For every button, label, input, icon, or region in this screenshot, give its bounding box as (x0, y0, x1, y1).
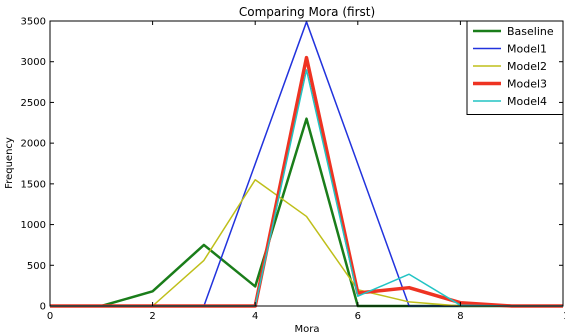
y-tick-label: 3000 (21, 57, 46, 68)
x-axis-title: Mora (295, 324, 320, 335)
chart-title: Comparing Mora (first) (239, 5, 375, 19)
plot-frame (49, 20, 564, 307)
x-tick-label: 4 (252, 311, 258, 322)
legend-label: Model4 (507, 95, 547, 108)
legend: Baseline Model1 Model2 Model3 Model4 (466, 20, 564, 115)
y-tick-label: 0 (40, 302, 46, 313)
y-tick-label: 3500 (21, 17, 46, 28)
x-tick-label: 6 (355, 311, 361, 322)
x-tick-label: 2 (149, 311, 155, 322)
y-tick-label: 2000 (21, 139, 46, 150)
x-tick-label: 8 (457, 311, 463, 322)
y-tick-label: 2500 (21, 98, 46, 109)
x-tick-label: 0 (47, 311, 53, 322)
legend-box (466, 20, 564, 115)
y-tick-label: 1000 (21, 220, 46, 231)
y-tick-label: 1500 (21, 179, 46, 190)
series-line-baseline (50, 117, 563, 308)
series-line-model2 (50, 179, 563, 307)
y-tick-label: 500 (27, 261, 46, 272)
legend-label: Model2 (507, 60, 547, 73)
legend-label: Baseline (507, 25, 554, 38)
legend-label: Model3 (507, 78, 547, 91)
x-tick-label: 10 (563, 311, 565, 322)
y-axis-title: Frequency (4, 137, 15, 189)
legend-label: Model1 (507, 43, 547, 56)
